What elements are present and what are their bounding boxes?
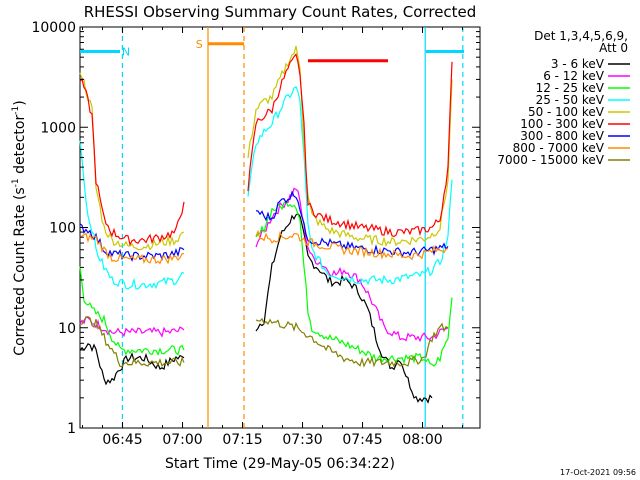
timestamp: 17-Oct-2021 09:56 (560, 468, 636, 477)
x-tick-label-2: 07:15 (222, 432, 262, 448)
series-line-7-segment-0 (79, 232, 185, 265)
legend-label-2: 12 - 25 keV (536, 81, 605, 95)
y-axis-label: Corrected Count Rate (s-1 detector-1) (11, 100, 28, 355)
series-line-8-segment-0 (79, 315, 185, 368)
annotation-bars: NS (80, 38, 464, 63)
y-axis-ticks: 1 10 100 1000 10000 (31, 20, 480, 437)
legend-label-4: 50 - 100 keV (528, 105, 605, 119)
legend-title-line2: Att 0 (599, 41, 628, 55)
series-line-3-segment-1 (247, 85, 453, 286)
legend-label-5: 100 - 300 keV (520, 117, 604, 131)
y-tick-label-2: 100 (49, 221, 76, 237)
chart-title: RHESSI Observing Summary Count Rates, Co… (84, 3, 477, 21)
series-line-4-segment-1 (247, 45, 453, 248)
series-line-2-segment-0 (79, 266, 185, 357)
x-tick-label-4: 07:45 (342, 432, 382, 448)
x-tick-label-3: 07:30 (282, 432, 322, 448)
series-line-7-segment-1 (255, 229, 449, 261)
annotation-label-0: N (122, 45, 130, 58)
series-line-0-segment-0 (79, 342, 185, 386)
series-line-4-segment-0 (79, 72, 185, 251)
x-axis-label: Start Time (29-May-05 06:34:22) (165, 456, 395, 472)
legend-label-6: 300 - 800 keV (520, 129, 604, 143)
interval-markers (121, 27, 464, 428)
series-line-0-segment-1 (255, 213, 433, 404)
legend-label-3: 25 - 50 keV (536, 93, 605, 107)
legend-label-8: 7000 - 15000 keV (497, 153, 604, 167)
legend-title-line1: Det 1,3,4,5,6,9, (534, 29, 628, 43)
x-axis-ticks: 06:45 07:00 07:15 07:30 07:45 08:00 (82, 27, 464, 448)
series-line-2-segment-1 (255, 200, 453, 367)
series-line-3-segment-0 (79, 140, 185, 290)
legend-label-1: 6 - 12 keV (543, 69, 605, 83)
series-line-5-segment-1 (247, 53, 453, 238)
annotation-label-1: S (196, 38, 203, 51)
series-line-5-segment-0 (79, 77, 185, 247)
series-line-6-segment-1 (255, 190, 449, 259)
series-line-8-segment-1 (255, 317, 449, 368)
series-line-1-segment-1 (255, 187, 449, 343)
x-tick-label-0: 06:45 (102, 432, 142, 448)
legend-label-7: 800 - 7000 keV (513, 141, 605, 155)
legend-label-0: 3 - 6 keV (551, 57, 605, 71)
y-tick-label-3: 1000 (40, 120, 76, 136)
y-tick-label-0: 1 (67, 421, 76, 437)
data-series (79, 45, 453, 404)
y-tick-label-1: 10 (58, 321, 76, 337)
y-tick-label-4: 10000 (31, 20, 76, 36)
x-tick-label-5: 08:00 (402, 432, 442, 448)
x-tick-label-1: 07:00 (162, 432, 202, 448)
